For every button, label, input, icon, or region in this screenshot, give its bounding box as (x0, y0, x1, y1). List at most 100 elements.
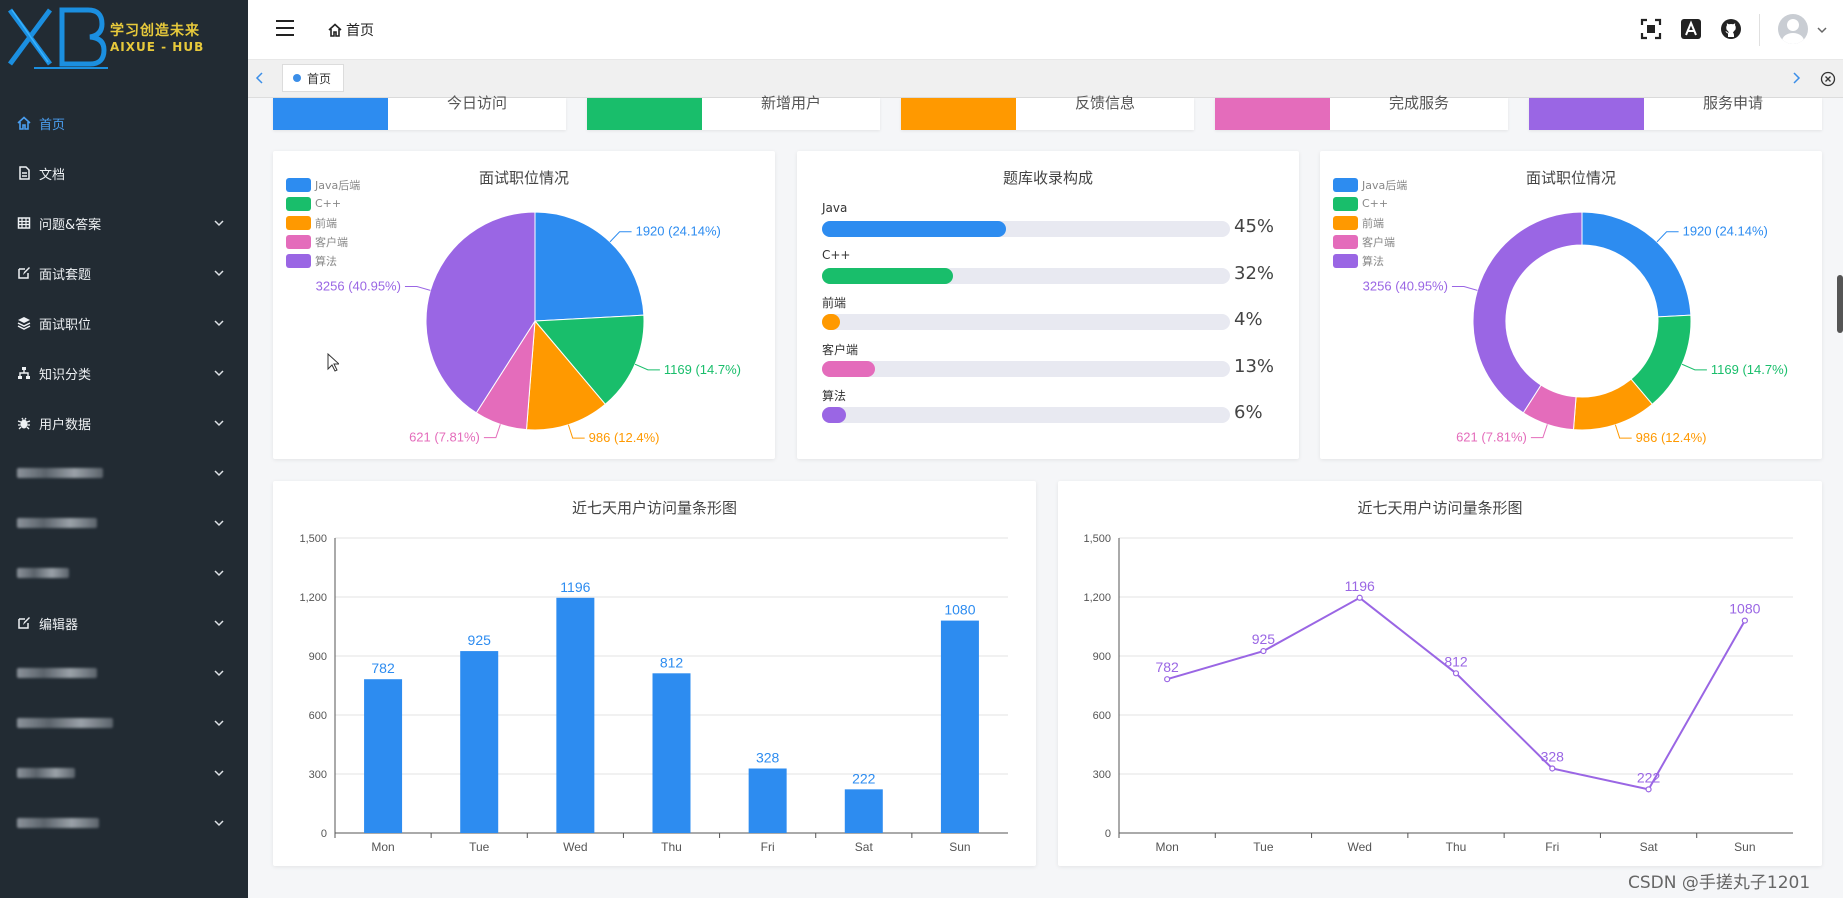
sidebar-item-bug-6[interactable]: 用户数据 (0, 398, 248, 448)
legend-item[interactable]: C++ (286, 194, 360, 213)
tabs-bar: 首页 (248, 60, 1843, 98)
sidebar-item-redacted-11[interactable] (0, 648, 248, 698)
chevron-down-icon (214, 670, 224, 677)
pie-slice[interactable] (534, 211, 645, 322)
line-chart: 0 300 600 900 1,200 1,500 Mon Tue Wed Thu Fri Sat Su… (1083, 533, 1793, 854)
progress-percent: 6% (1234, 402, 1263, 423)
y-tick-label: 300 (309, 769, 327, 781)
sidebar-item-redacted-8[interactable] (0, 498, 248, 548)
legend-label: C++ (1362, 197, 1389, 210)
bar-chart-card: 近七天用户访问量条形图 0 300 600 900 1,200 1,500 Mon Tue We… (273, 481, 1036, 866)
x-tick-label: Sat (1640, 840, 1659, 854)
mouse-cursor-icon (327, 353, 339, 372)
line-point[interactable] (1452, 670, 1460, 677)
stat-card[interactable]: 今日访问 (273, 94, 566, 130)
tabs-scroll-right-icon[interactable] (1790, 71, 1802, 85)
line-point[interactable] (1549, 765, 1556, 772)
sidebar-item-redacted-14[interactable] (0, 798, 248, 848)
sidebar-item-layers-4[interactable]: 面试职位 (0, 298, 248, 348)
stat-card[interactable]: 完成服务 (1215, 94, 1508, 130)
legend-item[interactable]: 客户端 (286, 232, 360, 251)
avatar[interactable] (1778, 14, 1808, 44)
bar[interactable] (364, 679, 403, 833)
bar[interactable] (748, 768, 787, 833)
tab-home[interactable]: 首页 (282, 64, 345, 92)
legend-swatch (286, 253, 311, 268)
legend-item[interactable]: 客户端 (1333, 232, 1407, 251)
sidebar-item-redacted-12[interactable] (0, 698, 248, 748)
legend-label: C++ (315, 197, 342, 210)
pie-data-label: 621 (7.81%) (409, 430, 480, 445)
edit-icon (18, 617, 30, 629)
legend-swatch (1333, 177, 1358, 192)
stat-card-color-block (273, 98, 388, 130)
bug-icon (17, 417, 31, 430)
progress-label: 客户端 (822, 342, 859, 357)
bar[interactable] (940, 620, 979, 833)
legend-item[interactable]: 前端 (286, 213, 360, 232)
pie-slice[interactable] (1581, 211, 1692, 318)
legend-item[interactable]: 算法 (1333, 251, 1407, 270)
line-point[interactable] (1164, 676, 1171, 683)
x-tick-label: Thu (661, 840, 682, 854)
sidebar-item-document-1[interactable]: 文档 (0, 148, 248, 198)
pie-slice[interactable] (1472, 211, 1583, 414)
donut-legend: Java后端 C++ 前端 客户端 算法 (1333, 175, 1407, 270)
hamburger-menu-icon[interactable] (276, 20, 294, 36)
legend-swatch (1333, 234, 1358, 249)
line-point[interactable] (1356, 594, 1363, 601)
line-series[interactable] (1166, 596, 1746, 791)
close-all-tabs-icon[interactable] (1820, 71, 1836, 87)
logo[interactable]: 学习创造未来 AIXUE - HUB (0, 0, 248, 84)
y-tick-label: 1,500 (299, 533, 327, 545)
legend-item[interactable]: Java后端 (286, 175, 360, 194)
pie-data-label: 1920 (24.14%) (636, 224, 721, 239)
sidebar-item-label: 用户数据 (39, 417, 92, 433)
bar[interactable] (652, 673, 691, 833)
stat-card[interactable]: 反馈信息 (901, 94, 1194, 130)
chevron-down-icon (214, 370, 224, 377)
legend-item[interactable]: Java后端 (1333, 175, 1407, 194)
github-icon[interactable] (1720, 18, 1742, 40)
line-chart-title: 近七天用户访问量条形图 (1357, 499, 1523, 517)
page-scrollbar[interactable] (1837, 275, 1843, 333)
progress-track (822, 221, 1230, 237)
pie-leader-line (404, 285, 431, 291)
sidebar-item-redacted-9[interactable] (0, 548, 248, 598)
sidebar-item-edit-3[interactable]: 面试套题 (0, 248, 248, 298)
x-tick-label: Mon (371, 840, 394, 854)
sidebar-item-redacted-13[interactable] (0, 748, 248, 798)
chevron-down-icon[interactable] (1816, 24, 1828, 36)
stat-card[interactable]: 新增用户 (587, 94, 880, 130)
legend-item[interactable]: C++ (1333, 194, 1407, 213)
bar[interactable] (556, 597, 595, 833)
bar[interactable] (460, 651, 499, 833)
tabs-scroll-left-icon[interactable] (254, 71, 266, 85)
line-point[interactable] (1741, 617, 1748, 624)
font-size-icon[interactable] (1680, 18, 1702, 40)
fullscreen-icon[interactable] (1640, 18, 1662, 40)
stat-card[interactable]: 服务申请 (1529, 94, 1822, 130)
chevron-down-icon (214, 470, 224, 477)
legend-item[interactable]: 算法 (286, 251, 360, 270)
table-icon (17, 217, 31, 229)
line-point[interactable] (1260, 647, 1267, 655)
line-value-label: 328 (1541, 748, 1565, 764)
progress-percent: 45% (1234, 216, 1275, 237)
legend-label: 前端 (315, 216, 337, 230)
sidebar-item-sitemap-5[interactable]: 知识分类 (0, 348, 248, 398)
sidebar-item-redacted-7[interactable] (0, 448, 248, 498)
bar[interactable] (844, 789, 883, 833)
breadcrumb[interactable]: 首页 (328, 20, 374, 40)
line-point[interactable] (1645, 786, 1652, 793)
sidebar-item-table-2[interactable]: 问题&答案 (0, 198, 248, 248)
sidebar-item-edit-10[interactable]: 编辑器 (0, 598, 248, 648)
pie-data-label: 1920 (24.14%) (1683, 224, 1768, 239)
chevron-down-icon (214, 820, 224, 827)
sidebar-item-home-0[interactable]: 首页 (0, 98, 248, 148)
pie-slice[interactable] (425, 211, 536, 414)
legend-item[interactable]: 前端 (1333, 213, 1407, 232)
redacted-label (17, 668, 97, 678)
logo-mark-icon (7, 7, 108, 69)
breadcrumb-label: 首页 (346, 23, 374, 39)
